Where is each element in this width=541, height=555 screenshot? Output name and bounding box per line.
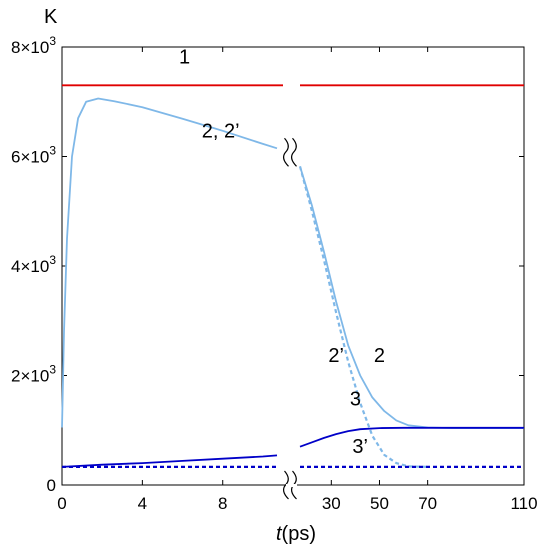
x-tick-label: 50: [370, 494, 389, 513]
x-tick-label: 4: [138, 494, 147, 513]
series-line-left: [61, 97, 278, 428]
y-tick-mantissa: 2×10: [11, 367, 49, 386]
y-tick-label: 2×103: [11, 363, 56, 386]
series-line-right: [299, 426, 524, 448]
y-tick-exponent: 3: [49, 363, 56, 377]
curve-annotation: 2: [374, 345, 385, 367]
x-axis-label-italic: t: [276, 523, 283, 545]
y-tick-exponent: 3: [49, 253, 56, 267]
curve-annotation: 2’: [328, 345, 344, 367]
x-tick-label: 8: [218, 494, 227, 513]
y-tick-label: 0: [47, 476, 56, 495]
axes-layer: [61, 46, 525, 486]
x-axis-label-unit: (ps): [282, 523, 316, 545]
axis-break-gap: [285, 48, 298, 484]
curve-annotation: 2, 2’: [202, 120, 240, 142]
curve-annotation: 3’: [352, 436, 368, 458]
y-tick-exponent: 3: [49, 144, 56, 158]
series-layer: [61, 48, 524, 484]
y-tick-label: 6×103: [11, 144, 56, 167]
series-line-left: [61, 454, 278, 468]
axis-break-mark-top: [290, 137, 297, 167]
x-tick-label: 0: [57, 494, 66, 513]
axis-break-axis-gap: [286, 484, 297, 487]
x-axis-label: t(ps): [276, 523, 316, 545]
axis-break-mark-bottom: [282, 470, 289, 500]
y-tick-mantissa: 4×10: [11, 257, 49, 276]
x-tick-label: 110: [510, 494, 537, 513]
y-tick-mantissa: 8×10: [11, 38, 49, 57]
y-tick-label: 4×103: [11, 253, 56, 276]
curve-annotation: 3: [350, 389, 361, 411]
y-tick-mantissa: 0: [47, 476, 56, 495]
y-axis-label: K: [44, 6, 58, 28]
series-line-right: [298, 166, 428, 468]
y-tick-label: 8×103: [11, 34, 56, 57]
x-tick-label: 70: [418, 494, 437, 513]
y-tick-mantissa: 6×10: [11, 148, 49, 167]
y-tick-exponent: 3: [49, 34, 56, 48]
axis-break-mark-top: [282, 137, 289, 167]
x-tick-label: 30: [322, 494, 341, 513]
curve-annotation: 1: [179, 46, 190, 68]
